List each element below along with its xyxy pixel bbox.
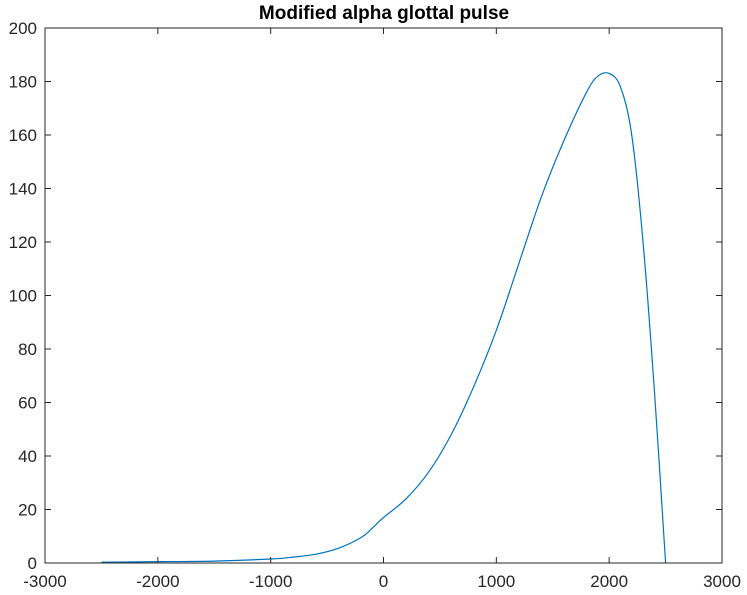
y-tick-label: 140	[9, 180, 37, 199]
axes-box	[44, 27, 723, 564]
tick-layer: -3000 -2000 -1000 0 1000 2000 3000 0 20 40 60 80 100…	[9, 19, 741, 591]
x-tick-label: -1000	[249, 572, 292, 591]
series-layer	[101, 72, 667, 564]
x-tick-label: -2000	[136, 572, 179, 591]
y-tick-label: 200	[9, 19, 37, 38]
y-tick-label: 40	[18, 447, 37, 466]
y-tick-label: 180	[9, 73, 37, 92]
series-line	[101, 72, 667, 564]
chart-title: Modified alpha glottal pulse	[259, 3, 509, 24]
x-tick-label: 0	[379, 572, 388, 591]
y-tick-label: 100	[9, 287, 37, 306]
x-tick-label: 3000	[703, 572, 741, 591]
y-tick-label: 0	[28, 554, 37, 573]
x-tick-label: 1000	[477, 572, 515, 591]
x-tick-label: -3000	[23, 572, 66, 591]
y-tick-label: 60	[18, 394, 37, 413]
x-tick-label: 2000	[590, 572, 628, 591]
y-tick-label: 160	[9, 126, 37, 145]
y-tick-label: 120	[9, 233, 37, 252]
y-tick-label: 80	[18, 340, 37, 359]
y-tick-label: 20	[18, 501, 37, 520]
